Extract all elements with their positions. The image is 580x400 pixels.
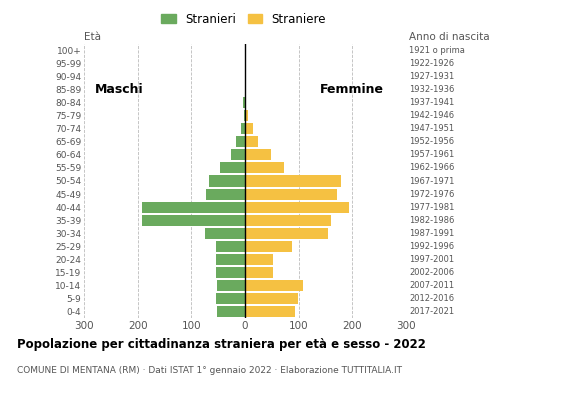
- Text: 1992-1996: 1992-1996: [409, 242, 454, 251]
- Bar: [245, 293, 298, 304]
- Text: 1922-1926: 1922-1926: [409, 59, 454, 68]
- Legend: Stranieri, Straniere: Stranieri, Straniere: [157, 8, 331, 30]
- Bar: [209, 176, 245, 186]
- Bar: [245, 149, 271, 160]
- Text: Popolazione per cittadinanza straniera per età e sesso - 2022: Popolazione per cittadinanza straniera p…: [17, 338, 426, 351]
- Text: 1982-1986: 1982-1986: [409, 216, 454, 225]
- Text: 1921 o prima: 1921 o prima: [409, 46, 465, 55]
- Bar: [245, 202, 349, 213]
- Bar: [245, 267, 273, 278]
- Text: Anno di nascita: Anno di nascita: [409, 32, 490, 42]
- Text: 1947-1951: 1947-1951: [409, 124, 454, 133]
- Bar: [245, 241, 292, 252]
- Text: 1967-1971: 1967-1971: [409, 176, 454, 186]
- Bar: [245, 254, 273, 265]
- Bar: [216, 267, 245, 278]
- Bar: [205, 228, 245, 239]
- Bar: [142, 214, 245, 226]
- Text: 1937-1941: 1937-1941: [409, 98, 454, 107]
- Text: 2002-2006: 2002-2006: [409, 268, 454, 277]
- Bar: [206, 188, 245, 200]
- Bar: [231, 149, 245, 160]
- Text: Età: Età: [84, 32, 101, 42]
- Text: Maschi: Maschi: [95, 83, 143, 96]
- Bar: [245, 97, 246, 108]
- Text: 1952-1956: 1952-1956: [409, 137, 454, 146]
- Text: COMUNE DI MENTANA (RM) · Dati ISTAT 1° gennaio 2022 · Elaborazione TUTTITALIA.IT: COMUNE DI MENTANA (RM) · Dati ISTAT 1° g…: [17, 366, 403, 375]
- Bar: [142, 202, 245, 213]
- Text: 1987-1991: 1987-1991: [409, 229, 454, 238]
- Bar: [245, 123, 252, 134]
- Bar: [241, 123, 245, 134]
- Bar: [245, 136, 259, 148]
- Bar: [220, 162, 245, 174]
- Bar: [245, 306, 295, 317]
- Bar: [217, 280, 245, 291]
- Text: 2012-2016: 2012-2016: [409, 294, 454, 303]
- Bar: [245, 110, 248, 121]
- Text: 2017-2021: 2017-2021: [409, 307, 454, 316]
- Bar: [245, 228, 328, 239]
- Bar: [244, 97, 245, 108]
- Text: 1962-1966: 1962-1966: [409, 164, 454, 172]
- Text: 1932-1936: 1932-1936: [409, 85, 454, 94]
- Bar: [245, 280, 303, 291]
- Bar: [244, 110, 245, 121]
- Text: 1972-1976: 1972-1976: [409, 190, 454, 198]
- Text: 1997-2001: 1997-2001: [409, 255, 454, 264]
- Text: 1957-1961: 1957-1961: [409, 150, 454, 160]
- Bar: [216, 254, 245, 265]
- Text: 1977-1981: 1977-1981: [409, 202, 454, 212]
- Bar: [217, 306, 245, 317]
- Text: Femmine: Femmine: [320, 83, 384, 96]
- Bar: [245, 214, 331, 226]
- Bar: [216, 293, 245, 304]
- Bar: [237, 136, 245, 148]
- Bar: [245, 162, 284, 174]
- Bar: [245, 188, 338, 200]
- Text: 1942-1946: 1942-1946: [409, 111, 454, 120]
- Text: 2007-2011: 2007-2011: [409, 281, 454, 290]
- Bar: [245, 176, 340, 186]
- Bar: [216, 241, 245, 252]
- Text: 1927-1931: 1927-1931: [409, 72, 454, 81]
